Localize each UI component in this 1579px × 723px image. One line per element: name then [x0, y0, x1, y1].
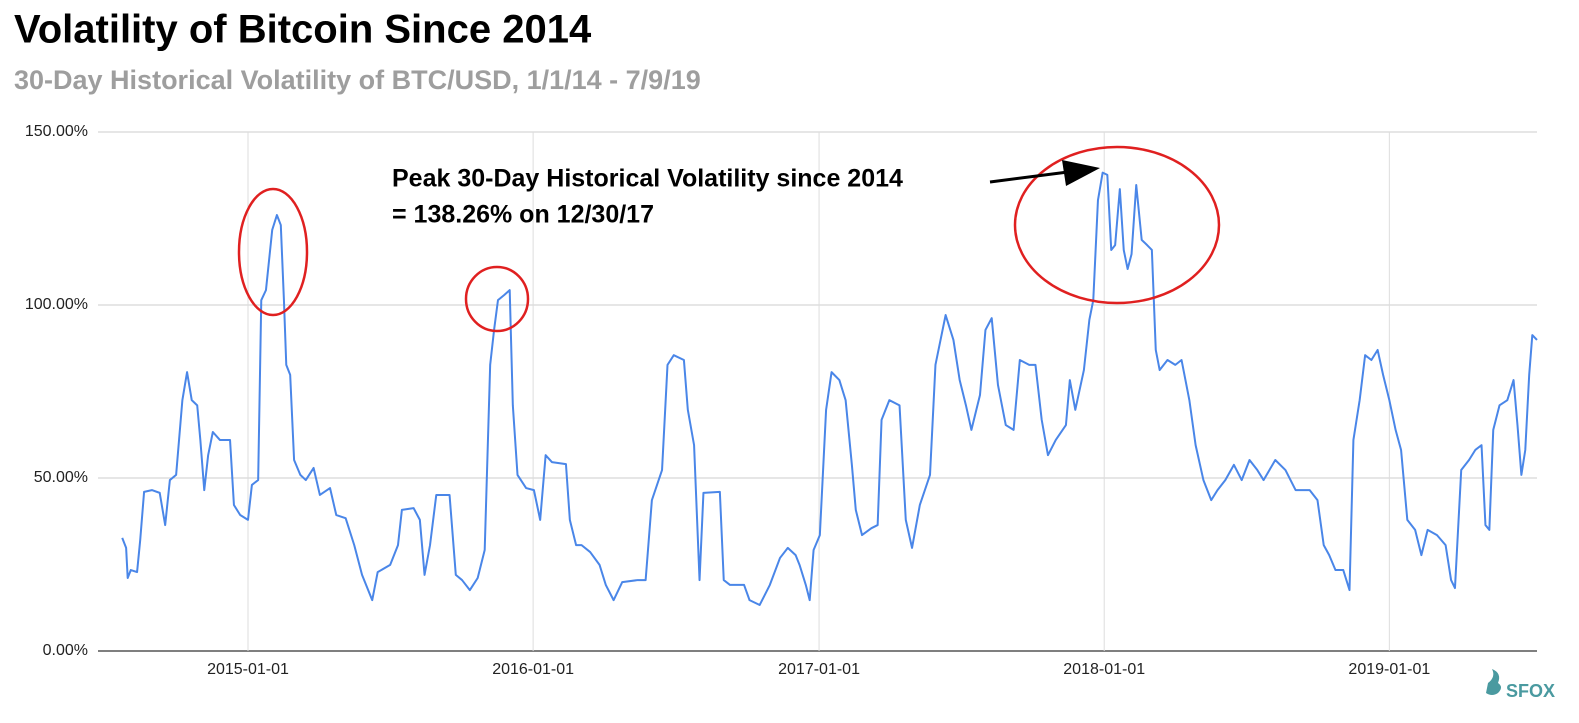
- y-tick-label: 0.00%: [43, 642, 88, 659]
- logo: SFOX: [1486, 669, 1555, 701]
- annotation: Peak 30-Day Historical Volatility since …: [392, 165, 903, 193]
- highlight-ellipse: [237, 187, 309, 317]
- x-tick-label: 2015-01-01: [207, 661, 289, 678]
- y-tick-label: 50.00%: [34, 469, 88, 486]
- y-tick-label: 150.00%: [25, 123, 88, 140]
- chart-title: Volatility of Bitcoin Since 2014: [14, 8, 592, 52]
- grid: 0.00% 50.00% 100.00% 150.00% 2015-01-01 2016-…: [25, 123, 1537, 678]
- highlight-ellipse: [464, 265, 530, 333]
- logo-icon: [1486, 669, 1501, 695]
- x-tick-label: 2018-01-01: [1063, 661, 1145, 678]
- x-tick-label: 2016-01-01: [492, 661, 574, 678]
- x-tick-label: 2017-01-01: [778, 661, 860, 678]
- plot: [121, 171, 1538, 606]
- arrow-head: [1062, 160, 1100, 186]
- logo-text: SFOX: [1506, 681, 1555, 701]
- arrow-shaft: [989, 170, 1069, 184]
- y-tick-label: 100.00%: [25, 296, 88, 313]
- chart-subtitle: 30-Day Historical Volatility of BTC/USD,…: [14, 65, 701, 95]
- highlight-ellipse: [1013, 145, 1221, 305]
- annotation-group: Peak 30-Day Historical Volatility since …: [237, 145, 1221, 333]
- annotation: = 138.26% on 12/30/17: [392, 201, 654, 229]
- series-line: [121, 171, 1538, 606]
- x-tick-label: 2019-01-01: [1348, 661, 1430, 678]
